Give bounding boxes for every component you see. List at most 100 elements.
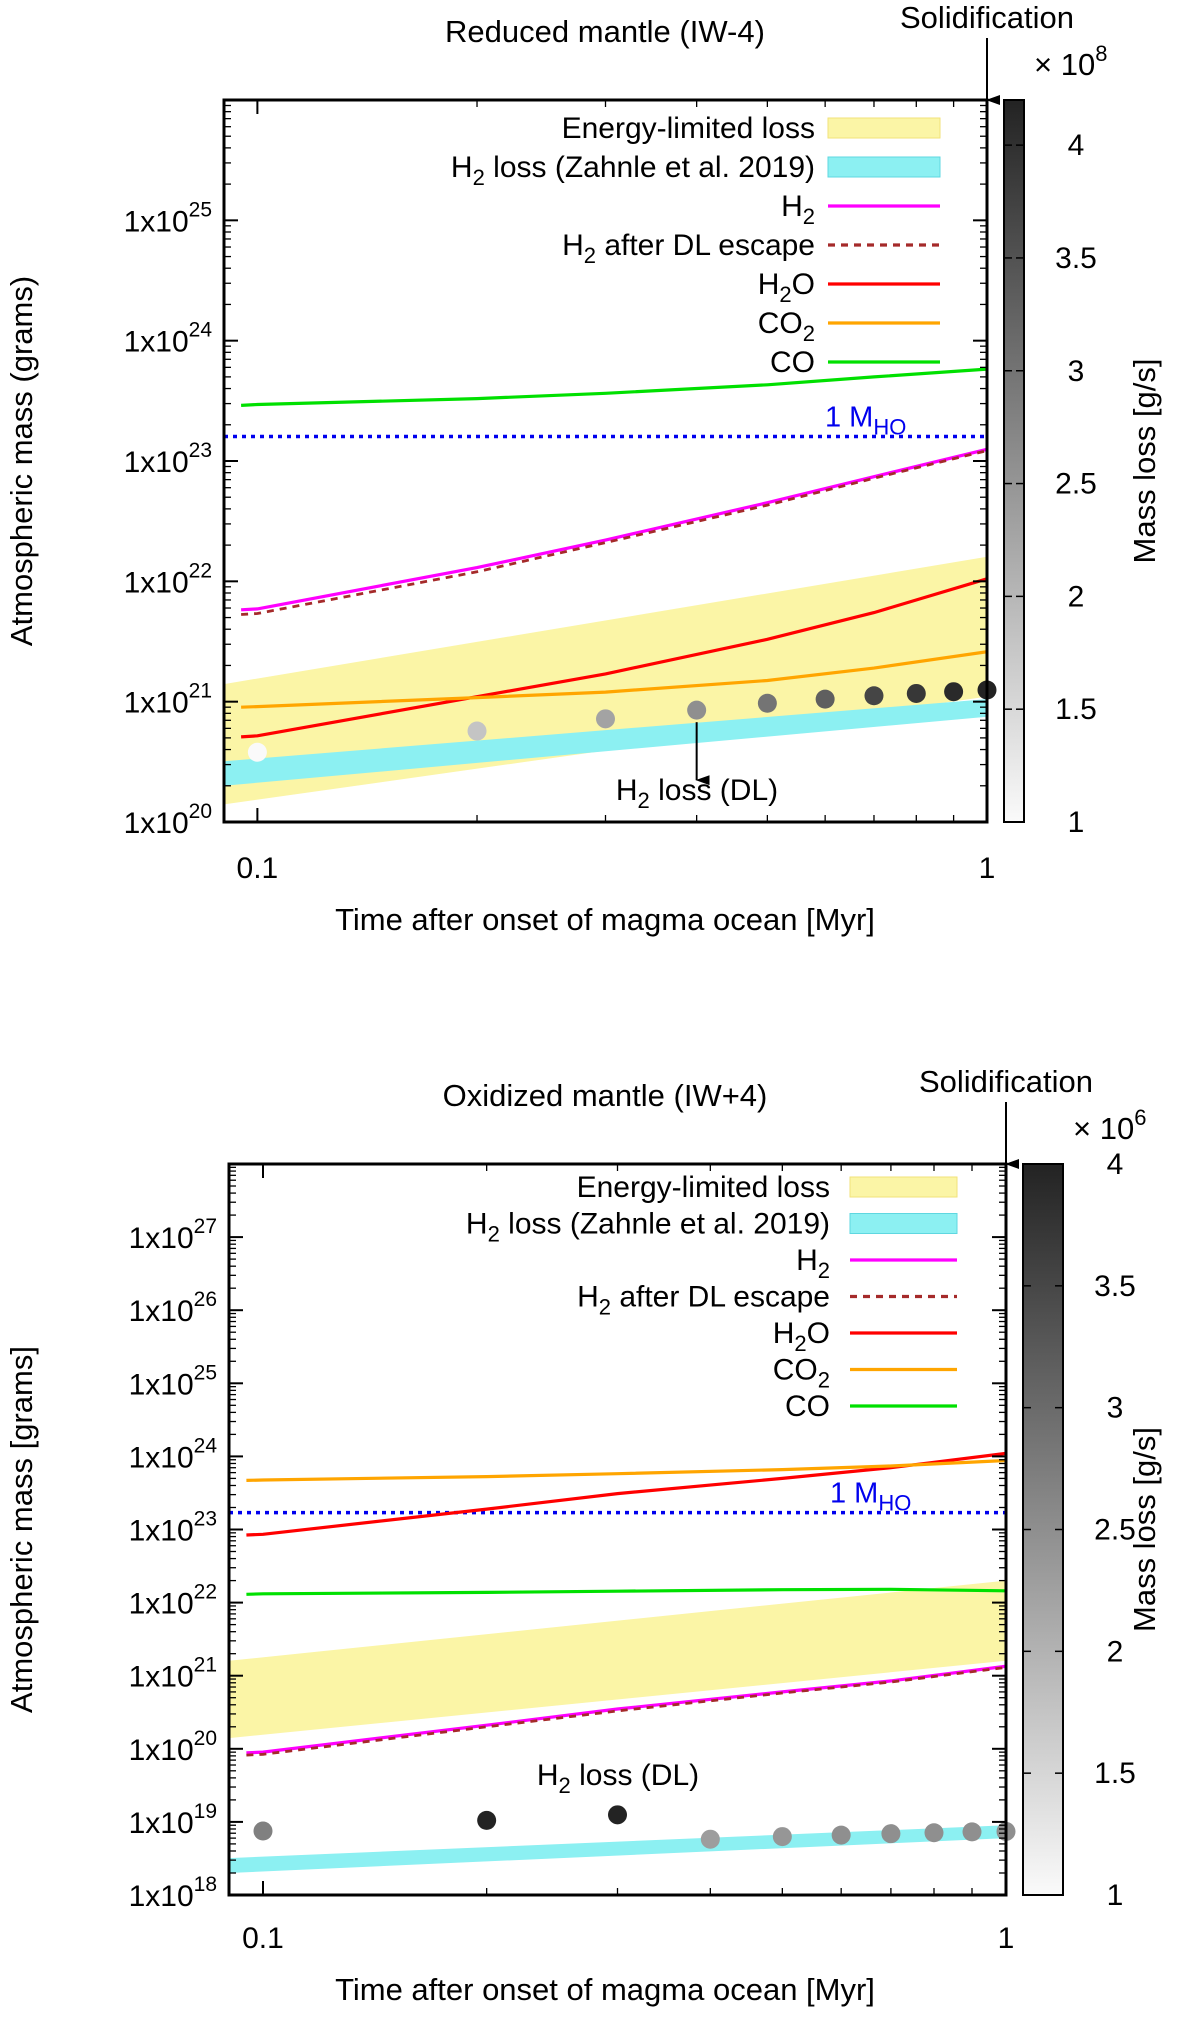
chart-title: Oxidized mantle (IW+4) [443,1078,768,1113]
chart-title: Reduced mantle (IW-4) [445,14,765,49]
series-co2 [241,650,987,709]
y-tick-label: 1x1024 [129,1434,218,1474]
y-tick-label: 1x1022 [129,1581,217,1621]
legend-label: CO [770,346,815,379]
colorbar-tick-label: 2.5 [1094,1514,1136,1547]
y-tick-label: 1x1020 [124,800,212,840]
legend-label: H2 after DL escape [577,1281,830,1320]
dl-loss-point [831,1825,851,1845]
colorbar-tick-label: 1.5 [1055,693,1097,726]
dl-loss-label: H2 loss (DL) [616,774,778,813]
legend-label: CO [785,1390,830,1423]
y-tick-label: 1x1025 [129,1361,217,1401]
series-h2o [246,1451,1006,1537]
dl-loss-point [906,683,926,703]
series-h2-after-dl-escape [246,1666,1006,1757]
ocean-mass-label: 1 MHO [830,1478,911,1516]
dl-loss-point [772,1827,792,1847]
y-tick-label: 1x1021 [129,1654,217,1694]
energy-limited-loss-band [229,1580,1006,1739]
solidification-label: Solidification [900,0,1074,35]
energy-limited-loss-band [224,556,987,805]
colorbar-tick-label: 4 [1068,129,1085,162]
x-axis-label: Time after onset of magma ocean [Myr] [335,1972,875,2007]
legend-swatch [849,1213,958,1234]
colorbar-label: Mass loss [g/s] [1127,359,1162,564]
y-tick-label: 1x1026 [129,1288,217,1328]
colorbar-tick-label: 3 [1068,355,1085,388]
y-tick-label: 1x1027 [129,1215,217,1255]
y-tick-label: 1x1023 [129,1508,217,1548]
legend-label: H2 [796,1244,830,1283]
h2-loss-zahnle-band [229,1825,1006,1873]
legend-label: H2 loss (Zahnle et al. 2019) [451,151,815,190]
colorbar-tick-label: 3.5 [1094,1270,1136,1303]
legend: Energy-limited loss H2 loss (Zahnle et al… [451,112,941,379]
colorbar-tick-label: 2.5 [1055,468,1097,501]
colorbar-tick-label: 2 [1068,580,1085,613]
h2-loss-zahnle-band [224,699,987,786]
colorbar-tick-label: 1 [1107,1879,1124,1912]
legend-label: Energy-limited loss [577,1171,830,1204]
legend-swatch [827,117,941,139]
legend-label: H2 loss (Zahnle et al. 2019) [466,1208,830,1247]
colorbar-label: Mass loss [g/s] [1127,1427,1162,1632]
dl-loss-point [757,693,777,713]
dl-loss-point [467,721,487,741]
legend-label: H2 after DL escape [562,229,815,268]
series-h2 [246,1664,1006,1755]
dl-loss-point [700,1829,720,1849]
dl-loss-point [815,689,835,709]
oxidized-mantle-panel: H2 loss (DL) 1 MHO 1x1018 1x1019 1x1020 1x102… [4,1064,1162,2007]
dl-loss-point [596,709,615,729]
colorbar-tick-label: 3 [1107,1392,1124,1425]
plot-area [224,367,987,805]
dl-loss-point [962,1822,982,1842]
x-tick-label: 0.1 [237,852,279,885]
legend-label: H2O [758,268,815,307]
y-axis-label: Atmospheric mass [grams] [4,1346,39,1713]
colorbar-tick-label: 1 [1068,806,1085,839]
colorbar-tick-label: 2 [1107,1635,1124,1668]
x-tick-label: 1 [979,852,996,885]
series-co2 [246,1458,1006,1482]
colorbar-multiplier: × 106 [1073,1105,1146,1146]
y-tick-label: 1x1022 [124,559,212,599]
series-h2 [241,447,987,612]
x-tick-label: 1 [998,1922,1015,1955]
legend-label: H2O [773,1317,830,1356]
x-tick-label: 0.1 [242,1922,284,1955]
y-tick-label: 1x1020 [129,1727,217,1767]
legend-swatch [827,156,941,178]
legend-label: CO2 [773,1354,830,1393]
dl-loss-point [247,742,267,762]
colorbar-tick-label: 1.5 [1094,1757,1136,1790]
plot-area [229,1451,1006,1873]
colorbar [1003,99,1025,823]
ocean-mass-label: 1 MHO [825,401,906,439]
y-tick-label: 1x1023 [124,439,212,479]
y-tick-label: 1x1024 [124,319,213,359]
series-co [241,367,987,407]
dl-loss-point [924,1823,944,1843]
dl-loss-point [253,1821,273,1841]
dl-loss-point [687,700,707,720]
y-axis-label: Atmospheric mass (grams) [4,276,39,646]
x-axis-label: Time after onset of magma ocean [Myr] [335,902,875,937]
series-co [246,1587,1006,1596]
legend-label: H2 [781,190,815,229]
legend: Energy-limited loss H2 loss (Zahnle et al… [466,1171,958,1423]
dl-loss-point [608,1805,627,1825]
dl-loss-point [944,682,964,702]
colorbar-multiplier: × 108 [1034,41,1107,82]
series-h2-after-dl-escape [241,449,987,616]
y-tick-label: 1x1025 [124,198,212,238]
dl-loss-label: H2 loss (DL) [537,1759,699,1798]
solidification-label: Solidification [919,1064,1093,1099]
reduced-mantle-panel: H2 loss (DL) 1 MHO 1x1020 1x1021 1x1022 1x102… [4,0,1162,937]
colorbar-tick-label: 4 [1107,1148,1124,1181]
y-tick-label: 1x1021 [124,680,212,720]
colorbar-tick-label: 3.5 [1055,242,1097,275]
legend-label: Energy-limited loss [562,112,815,145]
